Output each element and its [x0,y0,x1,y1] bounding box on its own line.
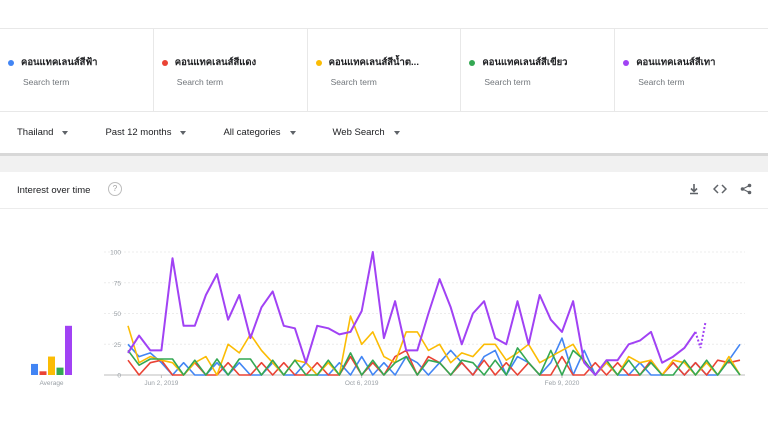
y-tick-label: 75 [114,280,122,287]
help-icon[interactable]: ? [108,182,122,196]
search-term-name: คอนแทคเลนส์สีเขียว [482,57,568,68]
caret-down-icon [62,130,69,135]
y-tick-label: 50 [114,311,122,318]
time-filter-label: Past 12 months [105,127,172,138]
search-term-3[interactable]: คอนแทคเลนส์สีน้ำต... Search term [308,29,462,111]
category-filter[interactable]: All categories [223,127,296,138]
series-line-5 [127,251,697,376]
series-line-2 [127,349,741,376]
y-tick-label: 100 [110,250,121,257]
series-color-dot [161,59,168,66]
search-term-label: Search term [23,77,70,87]
category-filter-label: All categories [223,127,281,138]
search-term-1[interactable]: คอนแทคเลนส์สีฟ้า Search term [0,29,154,111]
search-term-label: Search term [484,77,531,87]
search-term-4[interactable]: คอนแทคเลนส์สีเขียว Search term [461,29,616,111]
search-type-filter[interactable]: Web Search [333,127,400,138]
x-tick-label: Jun 2, 2019 [144,380,178,387]
search-terms-bar: คอนแทคเลนส์สีฟ้า Search term คอนแทคเลนส์สี… [0,28,768,112]
time-filter[interactable]: Past 12 months [105,127,187,138]
search-term-2[interactable]: คอนแทคเลนส์สีแดง Search term [154,29,308,111]
series-color-dot [8,59,14,66]
average-bar-2 [39,371,47,375]
caret-down-icon [393,130,400,135]
section-divider [0,156,768,172]
search-term-row: คอนแทคเลนส์สีฟ้า [8,55,153,70]
series-line-4 [127,347,741,376]
region-filter-label: Thailand [17,127,54,138]
series-color-dot [315,59,322,66]
x-tick-label: Feb 9, 2020 [545,380,580,387]
average-bar-1 [31,363,38,375]
search-term-row: คอนแทคเลนส์สีน้ำต... [315,55,461,70]
embed-icon[interactable] [712,183,728,198]
series-color-dot [469,59,476,66]
average-bar-3 [48,356,55,375]
caret-down-icon [180,130,187,135]
search-term-label: Search term [330,77,377,87]
filters-bar: Thailand Past 12 months All categories W… [0,112,768,156]
caret-down-icon [289,130,296,135]
average-bar-5 [65,325,72,375]
search-term-label: Search term [638,77,685,87]
search-term-name: คอนแทคเลนส์สีฟ้า [21,57,98,68]
search-term-label: Search term [176,77,224,87]
search-term-name: คอนแทคเลนส์สีแดง [174,57,257,68]
interest-chart[interactable]: 0 25 50 75 100 Jun 2, 2019 Oct 6, 2019 Feb 9, 2… [0,172,768,432]
search-term-5[interactable]: คอนแทคเลนส์สีเทา Search term [615,29,768,111]
interest-over-time-card: Interest over time ? 0 25 50 75 100 Jun 2, 20… [0,172,768,432]
average-bar-4 [56,367,64,375]
search-type-filter-label: Web Search [332,127,385,138]
forecast-line [694,321,707,349]
share-icon[interactable] [740,183,752,198]
average-label: Average [39,380,63,387]
search-term-name: คอนแทคเลนส์สีน้ำต... [328,57,419,68]
y-tick-label: 0 [117,373,121,380]
y-tick-label: 25 [114,342,122,349]
region-filter[interactable]: Thailand [17,127,69,138]
series-color-dot [623,59,630,66]
search-term-row: คอนแทคเลนส์สีแดง [161,55,307,70]
series-line-3 [127,315,741,376]
search-term-row: คอนแทคเลนส์สีเขียว [469,55,614,70]
search-term-row: คอนแทคเลนส์สีเทา [623,55,768,70]
x-tick-label: Oct 6, 2019 [345,380,379,387]
card-header: Interest over time ? [0,172,768,209]
download-icon[interactable] [688,183,700,198]
search-term-name: คอนแทคเลนส์สีเทา [636,57,716,68]
card-title: Interest over time [17,185,91,196]
